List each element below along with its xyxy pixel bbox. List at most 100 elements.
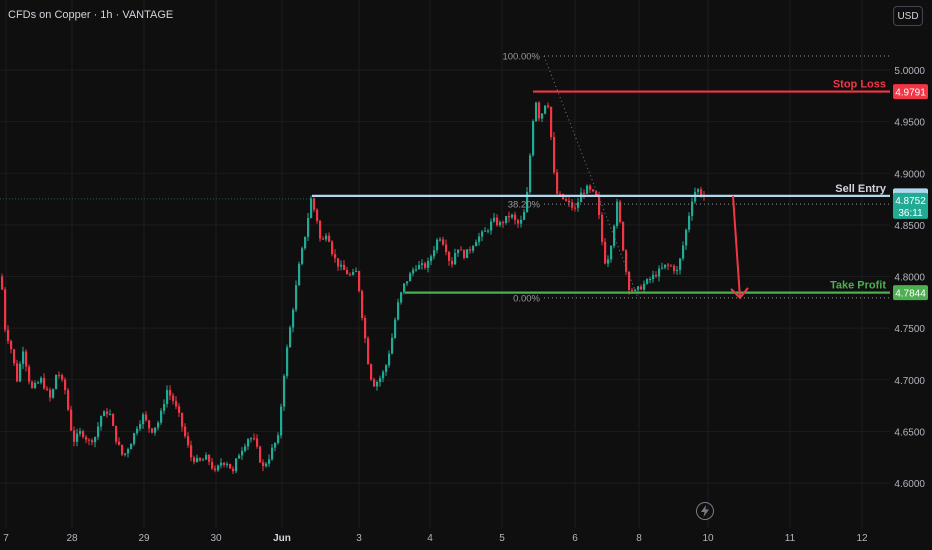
candle-body bbox=[610, 246, 613, 260]
candle-body bbox=[331, 241, 334, 255]
currency-button[interactable]: USD bbox=[893, 6, 923, 26]
candle-body bbox=[568, 200, 571, 203]
candle-body bbox=[88, 439, 91, 441]
candle-body bbox=[271, 447, 274, 460]
candle-body bbox=[532, 121, 535, 156]
candle-body bbox=[445, 244, 448, 253]
candle-body bbox=[418, 264, 421, 270]
candle-body bbox=[367, 338, 370, 365]
candle-body bbox=[31, 381, 34, 388]
candle-body bbox=[310, 198, 313, 219]
price-axis[interactable]: 5.0000 4.9500 4.9000 4.8500 4.8000 4.7500 4.70… bbox=[894, 66, 925, 490]
candle-body bbox=[73, 430, 76, 442]
candle-body bbox=[481, 231, 484, 237]
candle-body bbox=[181, 412, 184, 427]
stop-loss-label: Stop Loss bbox=[833, 79, 886, 91]
candle-body bbox=[358, 271, 361, 291]
grid bbox=[0, 0, 890, 528]
candle-body bbox=[619, 201, 622, 222]
candle-body bbox=[124, 453, 127, 455]
candle-body bbox=[577, 202, 580, 208]
x-tick-label: 3 bbox=[356, 533, 362, 544]
candle-body bbox=[106, 411, 109, 415]
candle-body bbox=[421, 263, 424, 265]
candle-body bbox=[7, 329, 10, 342]
candle-body bbox=[223, 462, 226, 465]
candle-body bbox=[400, 292, 403, 303]
candle-body bbox=[409, 273, 412, 282]
candle-body bbox=[328, 235, 331, 242]
candle-body bbox=[487, 230, 490, 232]
candle-body bbox=[214, 468, 217, 471]
candle-body bbox=[235, 458, 238, 472]
candle-body bbox=[535, 102, 538, 122]
candle-body bbox=[676, 270, 679, 272]
candle-body bbox=[307, 218, 310, 237]
candle-body bbox=[373, 379, 376, 387]
candle-body bbox=[556, 172, 559, 194]
take-profit-label: Take Profit bbox=[830, 280, 886, 292]
candle-body bbox=[208, 454, 211, 462]
candle-body bbox=[25, 351, 28, 367]
candle-body bbox=[322, 238, 325, 240]
candle-body bbox=[544, 105, 547, 114]
candle-body bbox=[394, 319, 397, 338]
candle-body bbox=[613, 225, 616, 247]
candle-body bbox=[574, 207, 577, 209]
candle-body bbox=[427, 261, 430, 268]
candle-body bbox=[508, 216, 511, 218]
x-tick-label: 12 bbox=[856, 533, 868, 544]
candle-body bbox=[199, 458, 202, 461]
candle-body bbox=[13, 349, 16, 364]
candle-body bbox=[472, 246, 475, 251]
candle-body bbox=[121, 444, 124, 455]
x-tick-label: 30 bbox=[210, 533, 222, 544]
x-tick-label: 4 bbox=[427, 533, 433, 544]
candle-body bbox=[685, 229, 688, 246]
stop-loss-price-tag-text: 4.9791 bbox=[895, 88, 926, 99]
candle-body bbox=[154, 427, 157, 433]
candle-body bbox=[583, 192, 586, 194]
candle-body bbox=[679, 258, 682, 271]
candle-body bbox=[661, 267, 664, 269]
candle-body bbox=[688, 215, 691, 230]
candle-body bbox=[370, 364, 373, 380]
candle-body bbox=[211, 461, 214, 469]
candle-body bbox=[43, 378, 46, 389]
candle-body bbox=[646, 279, 649, 284]
candle-body bbox=[649, 279, 652, 281]
candle-body bbox=[253, 438, 256, 440]
candle-body bbox=[493, 217, 496, 222]
candle-body bbox=[166, 390, 169, 405]
candle-body bbox=[520, 219, 523, 224]
time-axis[interactable]: 7 28 29 30 Jun 3 4 5 6 8 10 11 12 bbox=[3, 533, 868, 544]
candle-body bbox=[700, 189, 703, 196]
candle-body bbox=[94, 436, 97, 443]
fib-level-label: 0.00% bbox=[513, 293, 540, 304]
candle-body bbox=[664, 264, 667, 268]
candle-body bbox=[151, 428, 154, 433]
lightning-icon[interactable] bbox=[696, 502, 714, 520]
candle-body bbox=[682, 245, 685, 259]
candle-body bbox=[541, 113, 544, 119]
candle-body bbox=[364, 317, 367, 339]
candle-body bbox=[316, 209, 319, 221]
candle-body bbox=[133, 433, 136, 444]
x-tick-label: 8 bbox=[636, 533, 642, 544]
candle-body bbox=[478, 236, 481, 243]
candle-body bbox=[625, 250, 628, 272]
candle-body bbox=[46, 388, 49, 390]
candle-body bbox=[628, 271, 631, 290]
candle-body bbox=[466, 249, 469, 258]
candle-body bbox=[430, 256, 433, 262]
candle-body bbox=[379, 378, 382, 383]
candle-body bbox=[334, 254, 337, 259]
x-tick-label: 29 bbox=[138, 533, 150, 544]
candle-body bbox=[295, 285, 298, 310]
candle-body bbox=[136, 428, 139, 434]
candle-body bbox=[337, 258, 340, 267]
candle-body bbox=[265, 463, 268, 467]
candle-body bbox=[61, 375, 64, 380]
x-tick-label: 5 bbox=[499, 533, 505, 544]
candle-body bbox=[82, 431, 85, 437]
